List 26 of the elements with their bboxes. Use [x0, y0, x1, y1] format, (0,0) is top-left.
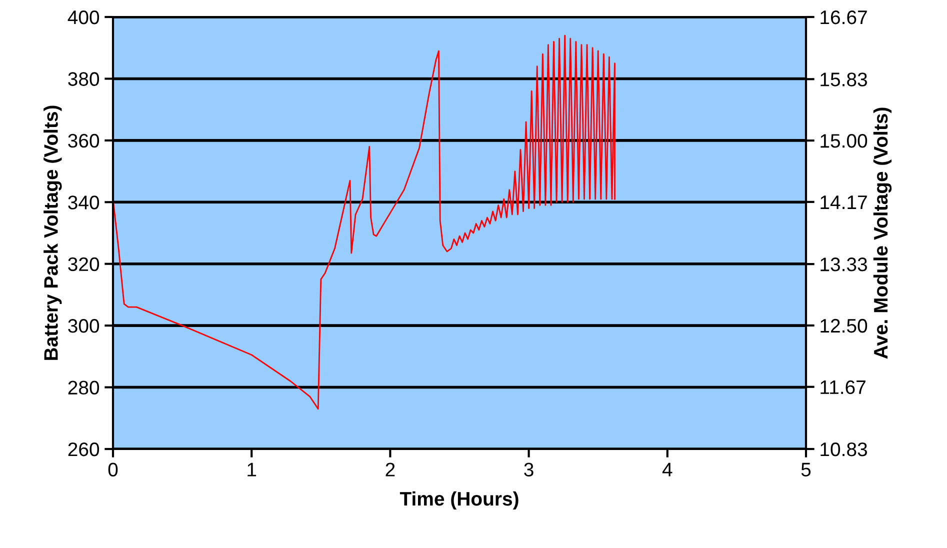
y2-tick-label: 13.33: [820, 258, 867, 272]
y2-tick-label: 15.83: [820, 72, 867, 86]
y2-tick-label: 11.67: [820, 380, 866, 394]
y-tick-label: 360: [68, 134, 100, 148]
y2-tick-label: 14.17: [820, 196, 867, 209]
y-tick-label: 260: [68, 442, 100, 456]
line-series: [113, 34, 616, 410]
y-tick-label: 340: [68, 196, 100, 210]
x-tick-label: 3: [524, 462, 534, 476]
y2-tick-label: 15.00: [820, 134, 868, 148]
x-tick-label: 2: [386, 462, 395, 476]
y-tick-label: 300: [68, 319, 100, 333]
x-tick-label: 0: [108, 462, 118, 476]
y-tick-label: 380: [68, 72, 100, 86]
x-tick-label: 5: [801, 462, 811, 476]
y-tick-label: 400: [68, 10, 100, 24]
x-tick-label: 4: [662, 462, 672, 476]
y2-axis-title: Ave. Module Voltage (Volts): [873, 108, 892, 359]
x-tick-label: 1: [248, 462, 256, 476]
y2-tick-label: 16.67: [820, 10, 867, 24]
y2-tick-label: 10.83: [820, 442, 867, 456]
y2-tick-label: 12.50: [820, 318, 868, 333]
y-tick-label: 320: [68, 257, 100, 272]
y-axis-title: Battery Pack Voltage (Volts): [44, 106, 62, 360]
x-axis-title: Time (Hours): [400, 491, 518, 510]
y-tick-label: 280: [68, 380, 100, 395]
